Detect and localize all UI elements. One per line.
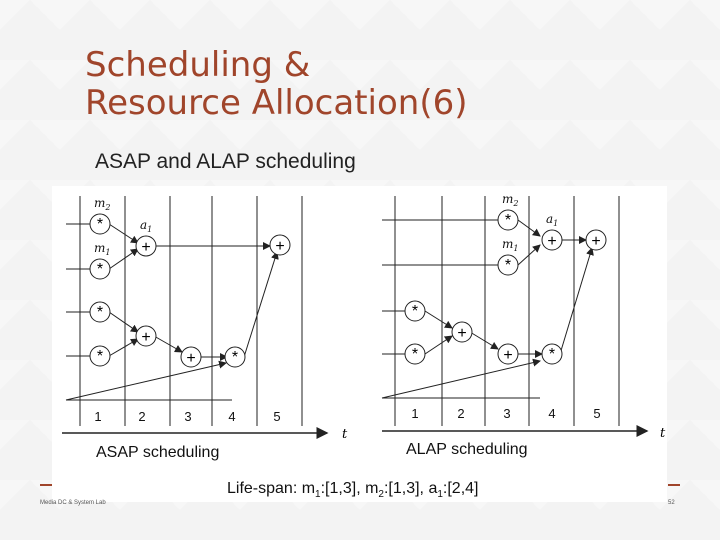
asap-add-node — [135, 325, 157, 347]
asap-label-m2: m2 — [94, 196, 110, 212]
asap-step-2: 2 — [138, 409, 145, 424]
alap-op-labels: m2 m1 a1 — [502, 192, 558, 253]
alap-step-1: 1 — [411, 406, 418, 421]
alap-multiply-node — [497, 254, 519, 276]
asap-caption: ASAP scheduling — [96, 444, 220, 461]
add-symbol: + — [275, 238, 284, 255]
alap-add-node — [451, 321, 473, 343]
alap-multiply-node — [541, 343, 563, 365]
footer-label: Media DC & System Lab — [40, 500, 106, 506]
alap-multiply-node — [404, 343, 426, 365]
asap-add-node — [269, 234, 291, 256]
alap-add-node — [585, 229, 607, 251]
alap-multiply-node — [497, 209, 519, 231]
alap-label-m1: m1 — [502, 237, 518, 253]
alap-caption: ALAP scheduling — [406, 441, 528, 458]
multiply-symbol: * — [97, 261, 103, 278]
page-number: 52 — [668, 500, 675, 506]
alap-nodes: * * * * + + + * + — [404, 209, 607, 365]
alap-multiply-node — [404, 300, 426, 322]
footer-divider-right — [668, 484, 680, 486]
alap-label-m2: m2 — [502, 192, 518, 208]
lifespan-m2-range: :[1,3], — [383, 480, 429, 497]
multiply-symbol: * — [97, 216, 103, 233]
alap-step-5: 5 — [593, 406, 600, 421]
alap-step-4: 4 — [548, 406, 555, 421]
title-line-2: Resource Allocation(6) — [85, 83, 468, 123]
lifespan-m1: m — [301, 480, 316, 497]
add-symbol: + — [186, 350, 195, 367]
add-symbol: + — [503, 347, 512, 364]
asap-nodes: * * * * + + + * + — [89, 213, 291, 368]
multiply-symbol: * — [505, 257, 511, 274]
multiply-symbol: * — [97, 348, 103, 365]
multiply-symbol: * — [412, 346, 418, 363]
asap-label-m1: m1 — [94, 241, 110, 257]
scheduling-figure: * * * * + + + * + m2 m1 a1 1 2 3 4 — [52, 186, 667, 502]
slide-title: Scheduling & Resource Allocation(6) — [85, 46, 468, 122]
alap-panel — [381, 196, 620, 426]
alap-axis-label: t — [660, 426, 666, 441]
lifespan-a1-sub: 1 — [437, 489, 443, 501]
asap-step-5: 5 — [273, 409, 280, 424]
lifespan-a1-range: :[2,4] — [442, 480, 479, 497]
add-symbol: + — [457, 325, 466, 342]
lifespan-a1: a — [428, 480, 438, 497]
multiply-symbol: * — [505, 212, 511, 229]
slide-subtitle: ASAP and ALAP scheduling — [95, 150, 356, 173]
lifespan-m1-sub: 1 — [315, 489, 321, 501]
multiply-symbol: * — [97, 304, 103, 321]
add-symbol: + — [141, 239, 150, 256]
alap-label-a1: a1 — [546, 212, 558, 228]
multiply-symbol: * — [549, 346, 555, 363]
footer-divider-left — [40, 484, 52, 486]
asap-step-4: 4 — [228, 409, 235, 424]
lifespan-prefix: Life-span: — [227, 480, 302, 497]
asap-step-labels: 1 2 3 4 5 — [94, 409, 280, 424]
scheduling-diagram: * * * * + + + * + m2 m1 a1 1 2 3 4 — [62, 192, 666, 442]
asap-step-1: 1 — [94, 409, 101, 424]
asap-multiply-node — [89, 345, 111, 367]
add-symbol: + — [141, 329, 150, 346]
asap-axis-label: t — [342, 427, 348, 442]
asap-step-3: 3 — [184, 409, 191, 424]
alap-step-3: 3 — [503, 406, 510, 421]
add-symbol: + — [547, 233, 556, 250]
asap-add-node — [180, 346, 202, 368]
asap-add-node — [135, 235, 157, 257]
asap-multiply-node — [89, 301, 111, 323]
lifespan-m2-sub: 2 — [378, 489, 384, 501]
lifespan-m1-range: :[1,3], — [320, 480, 366, 497]
alap-step-labels: 1 2 3 4 5 — [411, 406, 600, 421]
multiply-symbol: * — [232, 349, 238, 366]
asap-multiply-node — [89, 213, 111, 235]
asap-op-labels: m2 m1 a1 — [94, 196, 152, 257]
asap-multiply-node — [224, 346, 246, 368]
lifespan-m2: m — [365, 480, 379, 497]
title-line-1: Scheduling & — [85, 45, 311, 85]
alap-add-node — [541, 229, 563, 251]
asap-multiply-node — [89, 258, 111, 280]
asap-panel — [65, 196, 303, 426]
lifespan-text: Life-span: m1:[1,3], m2:[1,3], a1:[2,4] — [227, 480, 478, 500]
alap-step-2: 2 — [457, 406, 464, 421]
alap-add-node — [497, 343, 519, 365]
asap-label-a1: a1 — [140, 218, 152, 234]
add-symbol: + — [591, 233, 600, 250]
multiply-symbol: * — [412, 303, 418, 320]
